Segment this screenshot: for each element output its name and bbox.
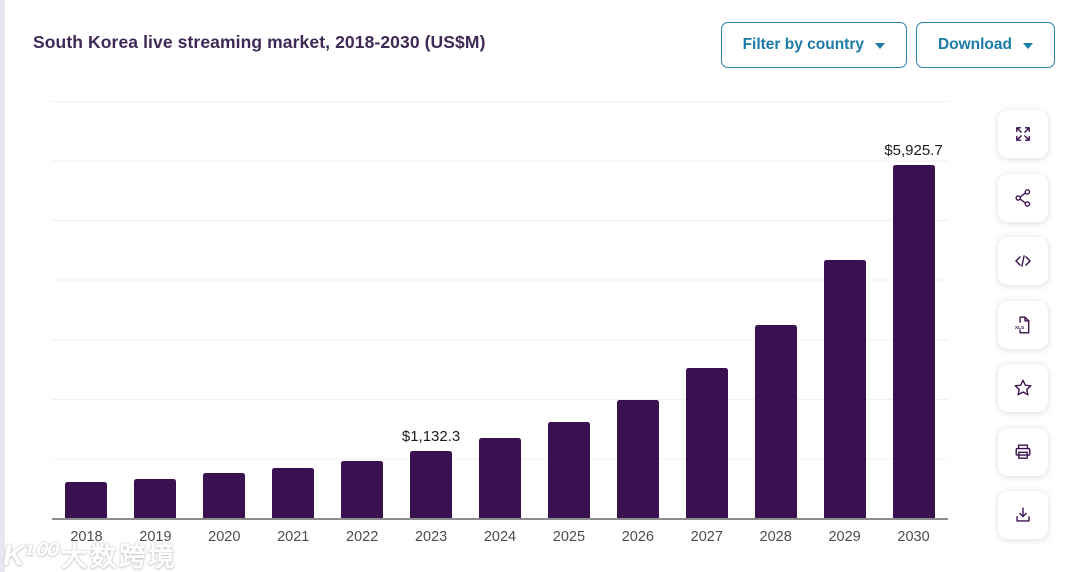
x-axis-label-2027: 2027 [690,529,723,545]
x-axis-label-2028: 2028 [759,529,792,545]
x-axis-label-2026: 2026 [621,529,654,545]
bar-slot-2019 [121,101,190,518]
bar-2027[interactable] [685,368,728,518]
bars-container: $1,132.3 $5,925.7 [52,101,948,518]
chart-plot-area: $1,132.3 $5,925.7 [52,101,948,520]
x-axis-labels: 2018 2019 2020 2021 2022 2023 2024 2025 2026 2027… [52,529,948,545]
bar-slot-2018 [52,101,121,518]
favorite-button[interactable] [998,364,1048,412]
filter-by-country-label: Filter by country [742,36,864,53]
bar-slot-2029 [810,101,879,518]
x-axis-label-2021: 2021 [277,529,310,545]
bar-2019[interactable] [134,478,177,518]
download-image-button[interactable] [998,491,1048,539]
chevron-down-icon [1023,42,1033,49]
embed-code-button[interactable] [998,237,1048,285]
chevron-down-icon [875,42,885,49]
bar-2020[interactable] [203,473,246,518]
bar-2024[interactable] [478,438,521,518]
watermark-logo: K¹⁰⁰ [3,539,56,572]
bar-2022[interactable] [341,461,384,518]
x-axis-label-2025: 2025 [552,529,586,545]
star-icon [1014,379,1032,396]
x-axis-label-2018: 2018 [70,529,103,545]
bar-slot-2022 [328,101,397,518]
fullscreen-button[interactable] [998,110,1048,158]
bar-2023[interactable] [410,450,453,518]
bar-2021[interactable] [272,467,315,518]
bar-slot-2030: $5,925.7 [879,101,948,518]
bar-2030[interactable] [892,165,935,518]
bar-slot-2025 [534,101,603,518]
bar-slot-2023: $1,132.3 [397,101,466,518]
filter-by-country-button[interactable]: Filter by country [720,22,907,68]
bar-slot-2028 [741,101,810,518]
bar-2025[interactable] [547,422,590,518]
page-title: South Korea live streaming market, 2018-… [33,32,486,52]
bar-2028[interactable] [754,324,797,518]
share-icon [1015,188,1031,207]
code-icon [1015,255,1031,267]
bar-slot-2024 [466,101,535,518]
x-axis-label-2024: 2024 [483,529,517,545]
printer-icon [1015,443,1031,459]
svg-text:XLS: XLS [1015,325,1024,331]
left-edge-strip [0,0,5,572]
chart-toolbar: XLS [998,110,1048,539]
share-button[interactable] [998,173,1048,222]
bar-slot-2020 [190,101,259,518]
watermark-text: 大数跨境 [60,541,177,572]
data-label-2023: $1,132.3 [401,427,461,445]
x-axis-label-2023: 2023 [414,529,448,545]
x-axis-label-2029: 2029 [828,529,861,545]
download-label: Download [937,36,1012,53]
x-axis-label-2030: 2030 [897,529,930,545]
bar-2026[interactable] [616,400,659,518]
bar-2029[interactable] [823,260,866,518]
print-button[interactable] [998,427,1048,476]
bar-slot-2026 [603,101,672,518]
x-axis-label-2020: 2020 [208,529,241,545]
fullscreen-icon [1016,127,1030,141]
watermark: K¹⁰⁰ 大数跨境 [3,539,177,572]
download-button[interactable]: Download [915,22,1055,68]
bar-slot-2021 [259,101,328,518]
xls-export-button[interactable]: XLS [998,300,1048,349]
x-axis-label-2022: 2022 [346,529,379,545]
xls-file-icon: XLS [1015,316,1030,333]
data-label-2030: $5,925.7 [884,142,943,159]
x-axis-label-2019: 2019 [139,529,172,545]
download-icon [1016,507,1030,522]
bar-2018[interactable] [65,482,108,518]
bar-slot-2027 [672,101,741,518]
